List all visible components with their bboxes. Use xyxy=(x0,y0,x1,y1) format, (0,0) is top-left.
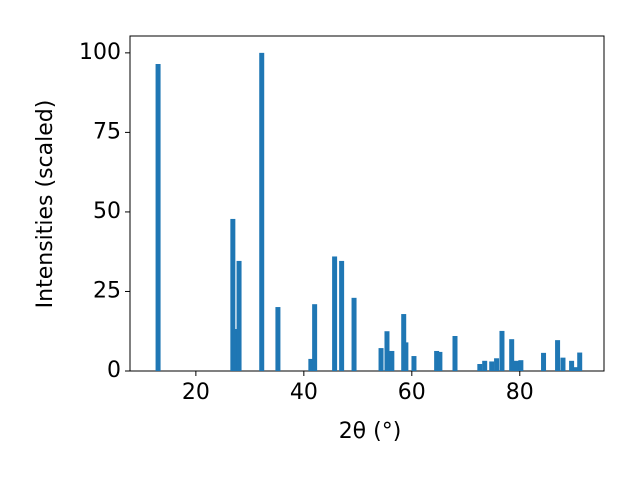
y-tick-label: 0 xyxy=(107,358,121,383)
bar xyxy=(569,360,575,371)
y-tick-label: 75 xyxy=(93,119,121,144)
bar xyxy=(573,367,579,371)
bar xyxy=(378,348,384,371)
x-tick-label: 80 xyxy=(506,380,534,405)
x-tick-label: 40 xyxy=(290,380,318,405)
bar xyxy=(541,352,547,371)
bar xyxy=(489,361,495,371)
bar xyxy=(482,360,488,371)
bar xyxy=(308,358,314,371)
bar xyxy=(494,358,500,371)
bar xyxy=(386,351,392,371)
bar xyxy=(312,304,318,371)
bar xyxy=(509,339,515,371)
plot-frame xyxy=(129,35,605,372)
bar xyxy=(437,351,443,371)
bar xyxy=(555,340,561,371)
bar xyxy=(477,364,483,371)
bar xyxy=(236,260,242,371)
bar xyxy=(577,352,583,371)
bar xyxy=(230,218,236,371)
bar xyxy=(560,357,566,371)
bar xyxy=(434,350,440,371)
bar xyxy=(389,350,395,371)
y-tick-label: 25 xyxy=(93,278,121,303)
bar xyxy=(259,52,265,371)
bar xyxy=(403,342,409,371)
bar xyxy=(275,307,281,371)
y-axis-label: Intensities (scaled) xyxy=(33,100,58,309)
bar xyxy=(452,336,458,371)
bar xyxy=(499,330,505,371)
bar xyxy=(384,331,390,371)
x-tick-label: 20 xyxy=(182,380,210,405)
bar xyxy=(339,260,345,371)
x-axis-label: 2θ (°) xyxy=(339,419,402,444)
x-tick-label: 60 xyxy=(398,380,426,405)
bar xyxy=(513,360,519,371)
y-tick-label: 100 xyxy=(79,40,121,65)
bar xyxy=(411,356,417,371)
y-tick-label: 50 xyxy=(93,199,121,224)
bar xyxy=(518,360,524,371)
bar xyxy=(232,329,238,371)
bar xyxy=(351,297,357,371)
bar xyxy=(332,256,338,371)
bar xyxy=(155,63,161,371)
